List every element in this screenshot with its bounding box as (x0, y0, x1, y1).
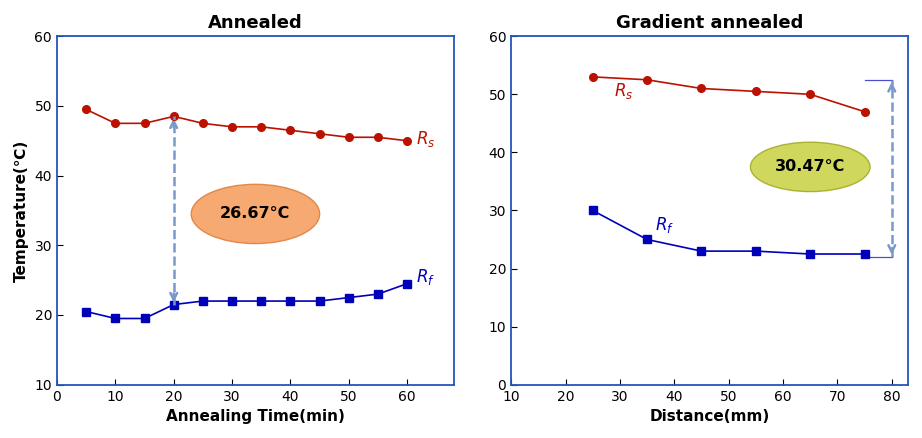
Ellipse shape (751, 142, 870, 191)
Y-axis label: Temperature(℃): Temperature(℃) (14, 139, 29, 282)
Text: 30.47°C: 30.47°C (775, 159, 845, 174)
Text: $R_s$: $R_s$ (416, 129, 435, 149)
Title: Gradient annealed: Gradient annealed (616, 14, 803, 32)
Text: $R_f$: $R_f$ (656, 215, 674, 235)
Text: $R_s$: $R_s$ (614, 81, 633, 101)
Title: Annealed: Annealed (208, 14, 302, 32)
X-axis label: Distance(mm): Distance(mm) (649, 409, 770, 424)
Text: $R_f$: $R_f$ (416, 267, 435, 286)
Text: 26.67°C: 26.67°C (220, 206, 290, 222)
X-axis label: Annealing Time(min): Annealing Time(min) (166, 409, 345, 424)
Ellipse shape (191, 184, 320, 244)
